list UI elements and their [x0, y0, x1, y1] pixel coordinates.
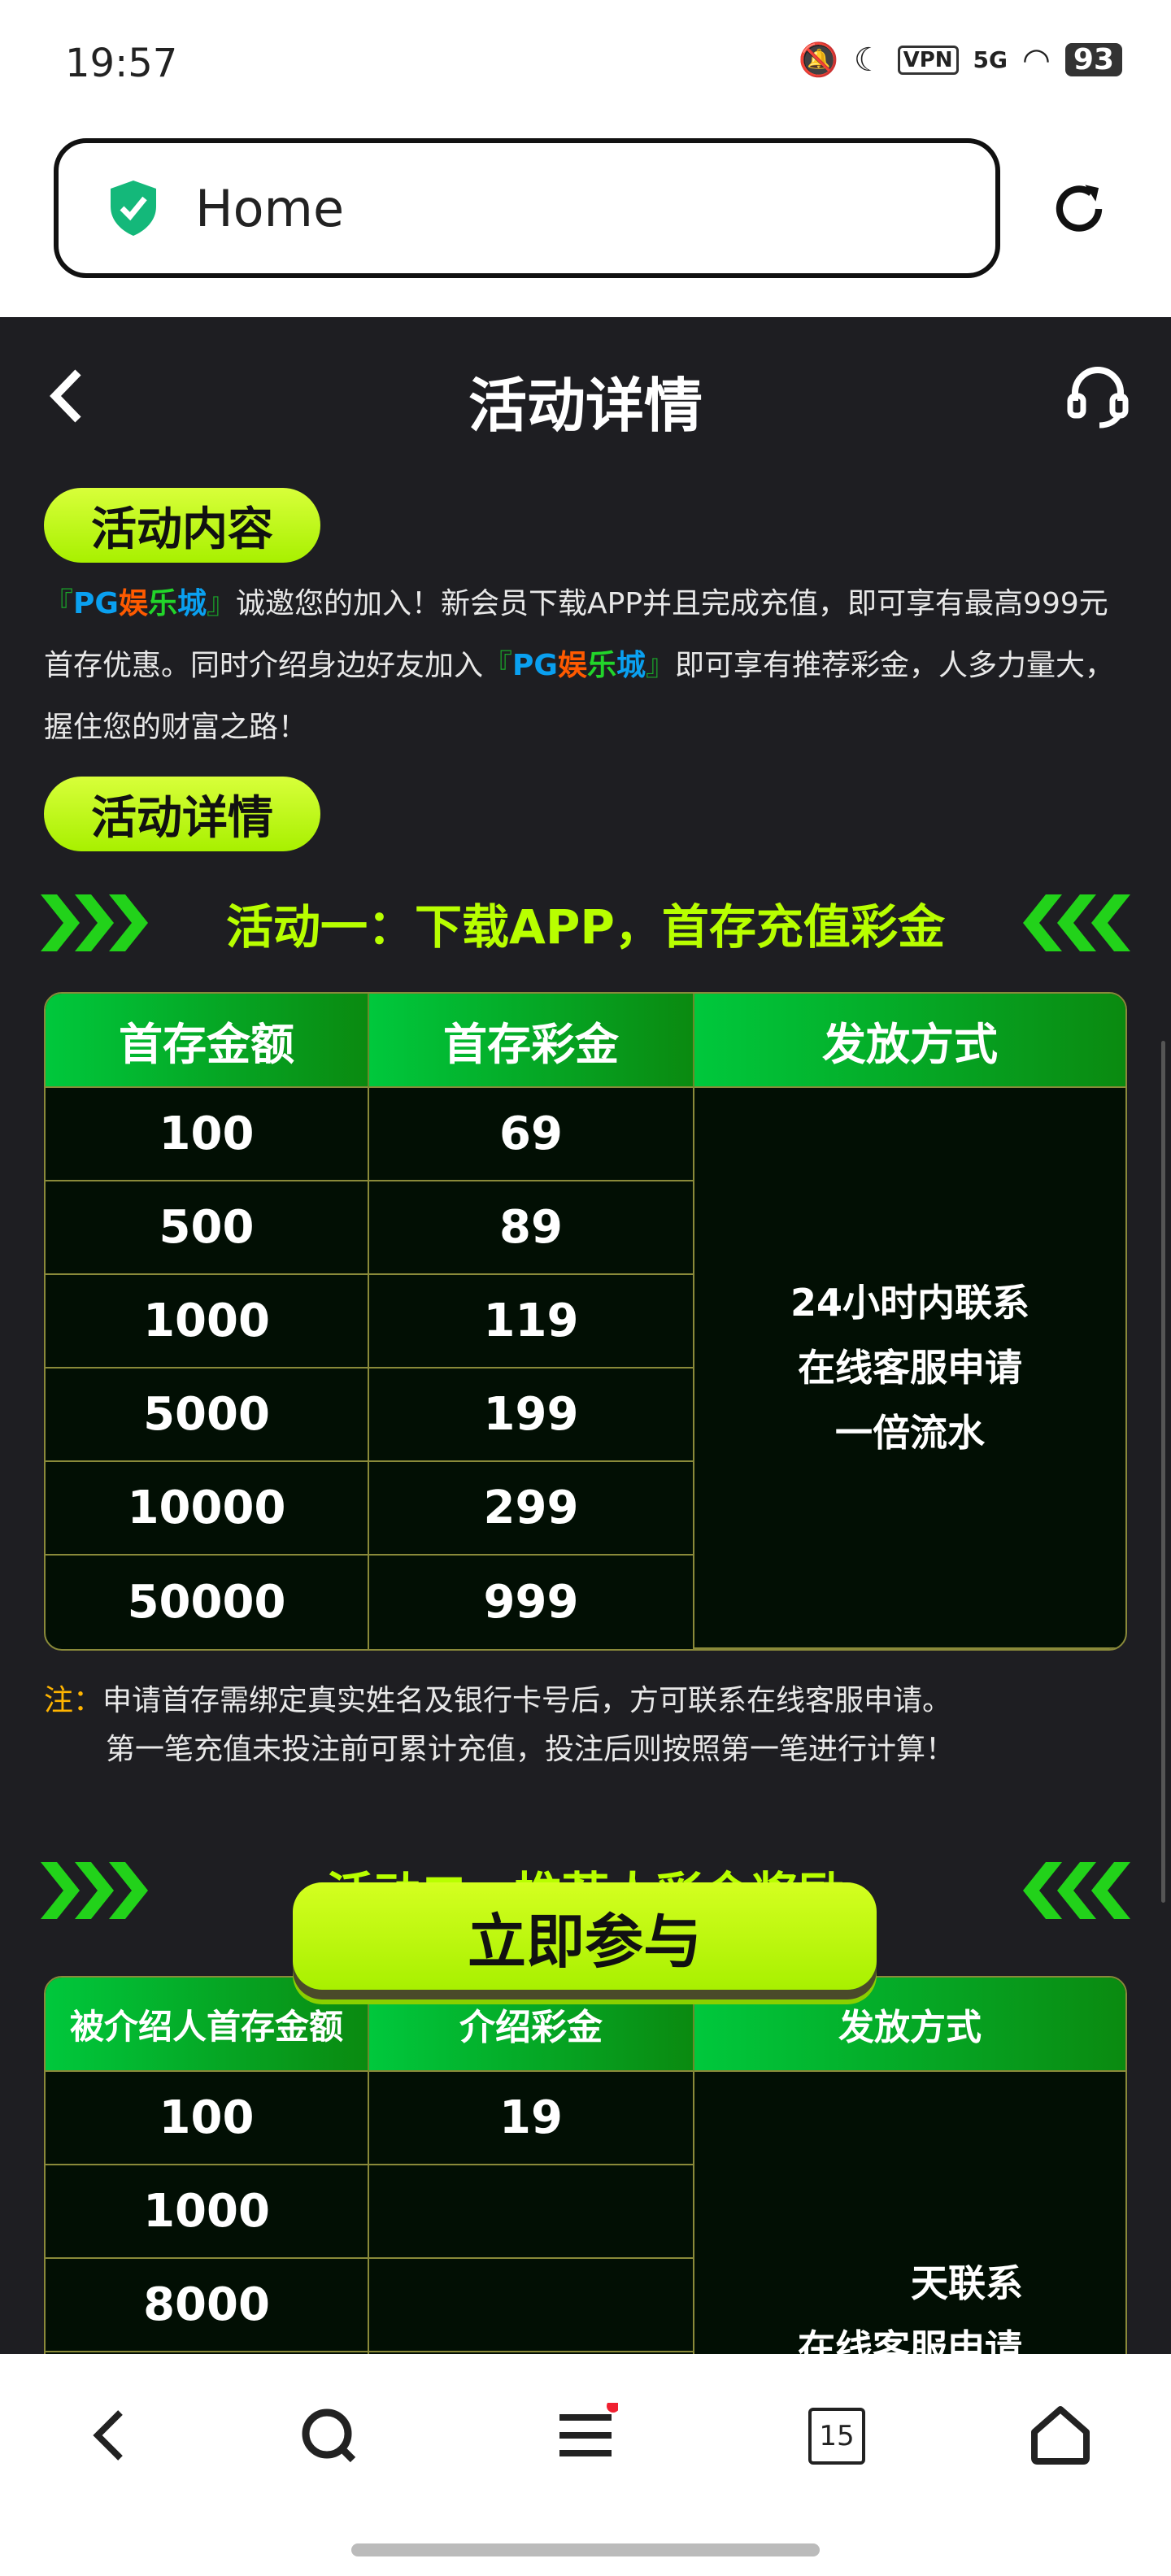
deposit-cell: 5000 — [46, 1368, 369, 1462]
column-header: 首存金额 — [46, 994, 369, 1088]
bonus-cell: 999 — [369, 1556, 694, 1649]
status-time: 19:57 — [65, 41, 178, 86]
brand-char: 乐 — [147, 587, 177, 620]
brand-char: 娱 — [557, 649, 587, 682]
table-row: 100 19 天联系在线客服申请 — [46, 2072, 1125, 2354]
shield-icon — [111, 181, 156, 236]
chevrons-right-icon — [41, 894, 148, 951]
page-title-url: Home — [195, 178, 345, 238]
web-content: 活动详情 活动内容 『PG娱乐城』诚邀您的加入！新会员下载APP并且完成充值，即… — [0, 317, 1171, 2354]
join-now-button[interactable]: 立即参与 — [293, 1882, 877, 1990]
deposit-cell: 100 — [46, 1088, 369, 1181]
battery-indicator: 93 — [1064, 43, 1122, 76]
brand-char: 城 — [616, 649, 646, 682]
column-header: 发放方式 — [694, 1978, 1125, 2072]
brand-char: 乐 — [586, 649, 616, 682]
method-line: 在线客服申请 — [798, 2326, 1022, 2354]
method-cell: 天联系在线客服申请 — [694, 2072, 1125, 2354]
bracket: 『 — [44, 587, 74, 620]
menu-icon[interactable] — [553, 2403, 618, 2468]
page-title: 活动详情 — [468, 372, 703, 440]
table-row: 1000 119 — [46, 1275, 1125, 1368]
status-bar: 19:57 🔕 ☾ VPN 5G ◠ 93 — [0, 0, 1171, 130]
note-label: 注： — [44, 1684, 103, 1717]
column-header: 被介绍人首存金额 — [46, 1978, 369, 2072]
status-icons: 🔕 ☾ VPN 5G ◠ 93 — [799, 41, 1122, 79]
deposit-cell: 50000 — [46, 1556, 369, 1649]
deposit-cell: 1000 — [46, 1275, 369, 1368]
method-line: 在线客服申请 — [798, 1346, 1022, 1390]
section-pill-details: 活动详情 — [44, 777, 320, 851]
bonus-cell: 299 — [369, 1462, 694, 1556]
method-cell: 24小时内联系 在线客服申请 一倍流水 — [694, 1088, 1125, 1649]
deposit-cell: 10000 — [46, 1462, 369, 1556]
deposit-cell: 500 — [46, 1181, 369, 1275]
scrollbar[interactable] — [1161, 1041, 1165, 1903]
table-row: 100 69 24小时内联系 在线客服申请 一倍流水 — [46, 1088, 1125, 1649]
activity1-title: 活动一：下载APP，首存充值彩金 — [226, 899, 945, 955]
brand-pg: PG — [512, 649, 558, 682]
bonus-cell: 19 — [369, 2072, 694, 2165]
vpn-badge: VPN — [897, 45, 959, 75]
bracket: 』 — [646, 649, 676, 682]
browser-bottom-nav: 15 — [0, 2354, 1171, 2576]
back-icon[interactable] — [46, 366, 86, 426]
deposit-cell: 100 — [46, 2072, 369, 2165]
back-icon[interactable] — [78, 2403, 143, 2468]
signal-icon: 5G — [973, 46, 1008, 73]
activity1-heading: 活动一：下载APP，首存充值彩金 — [0, 886, 1171, 959]
intro-part2: 即可享有推荐彩金，人多力量大，握住您的财富之路！ — [44, 649, 1115, 744]
moon-icon: ☾ — [853, 41, 883, 79]
chevrons-left-icon — [1023, 894, 1130, 951]
column-header: 发放方式 — [694, 994, 1125, 1088]
table-row: 1000 — [46, 2165, 1125, 2259]
bonus-cell — [369, 2165, 694, 2259]
note-line: 申请首存需绑定真实姓名及银行卡号后，方可联系在线客服申请。 — [102, 1684, 952, 1717]
activity2-table: 被介绍人首存金额 介绍彩金 发放方式 100 19 天联系在线客服申请 1000 80… — [44, 1976, 1127, 2354]
intro-text: 『PG娱乐城』诚邀您的加入！新会员下载APP并且完成充值，即可享有最高999元首… — [44, 573, 1134, 759]
tabs-button[interactable]: 15 — [808, 2408, 865, 2465]
method-line: 24小时内联系 — [790, 1281, 1030, 1325]
table-row: 10000 299 — [46, 1462, 1125, 1556]
bonus-cell: 199 — [369, 1368, 694, 1462]
table-row: 8000 — [46, 2259, 1125, 2352]
wifi-icon: ◠ — [1021, 41, 1051, 79]
table-row: 500 89 — [46, 1181, 1125, 1275]
column-header: 首存彩金 — [369, 994, 694, 1088]
mute-icon: 🔕 — [798, 41, 839, 79]
activity1-table: 首存金额 首存彩金 发放方式 100 69 24小时内联系 在线客服申请 一倍流水 500… — [44, 992, 1127, 1651]
bonus-cell — [369, 2259, 694, 2352]
intro-part1: 诚邀您的加入！新会员下载APP并且完成充值，即可享有最高999元首存优惠。同时介… — [44, 587, 1108, 682]
note-line: 第一笔充值未投注前可累计充值，投注后则按照第一笔进行计算！ — [106, 1733, 956, 1766]
deposit-cell: 1000 — [46, 2165, 369, 2259]
bracket: 『 — [483, 649, 513, 682]
table-row — [46, 2352, 1125, 2354]
address-bar[interactable]: Home — [54, 138, 1000, 278]
customer-service-icon[interactable] — [1064, 362, 1132, 430]
brand-char: 娱 — [118, 587, 148, 620]
brand-char: 城 — [176, 587, 207, 620]
method-line: 天联系 — [911, 2261, 1023, 2305]
home-icon[interactable] — [1028, 2403, 1093, 2468]
bonus-cell: 119 — [369, 1275, 694, 1368]
chevrons-left-icon — [1023, 1862, 1130, 1919]
brand-pg: PG — [73, 587, 119, 620]
section-pill-content: 活动内容 — [44, 488, 320, 563]
reload-icon[interactable] — [1049, 179, 1109, 239]
bracket: 』 — [207, 587, 237, 620]
search-icon[interactable] — [296, 2403, 361, 2468]
table-row: 50000 999 — [46, 1556, 1125, 1649]
deposit-cell: 8000 — [46, 2259, 369, 2352]
bonus-cell: 69 — [369, 1088, 694, 1181]
method-line: 一倍流水 — [835, 1411, 985, 1455]
column-header: 介绍彩金 — [369, 1978, 694, 2072]
table-row: 5000 199 — [46, 1368, 1125, 1462]
activity1-note: 注：申请首存需绑定真实姓名及银行卡号后，方可联系在线客服申请。 第一笔充值未投注… — [44, 1677, 955, 1774]
bonus-cell: 89 — [369, 1181, 694, 1275]
home-indicator[interactable] — [351, 2543, 820, 2556]
chevrons-right-icon — [41, 1862, 148, 1919]
